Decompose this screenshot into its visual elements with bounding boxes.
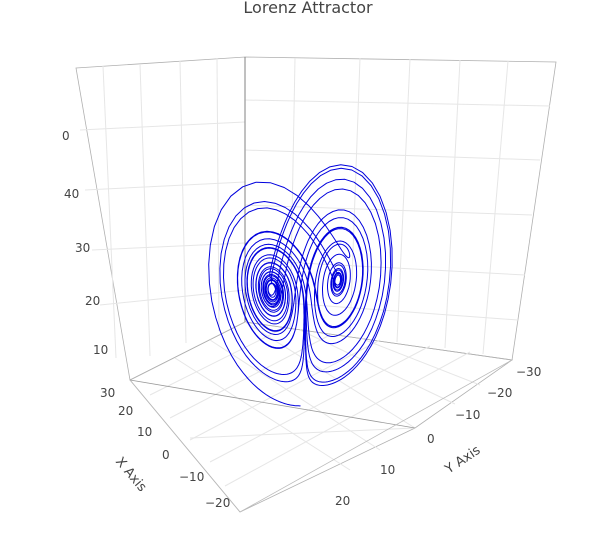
z-tick-label: 30 — [75, 241, 90, 255]
y-tick-label: −10 — [455, 408, 480, 422]
back-wall-left — [75, 56, 246, 381]
z-tick-label: 10 — [93, 343, 108, 357]
x-tick-label: −20 — [205, 496, 230, 510]
chart-title: Lorenz Attractor — [243, 0, 373, 17]
y-tick-label: 0 — [427, 432, 435, 446]
z-tick-label: 20 — [85, 294, 100, 308]
x-axis-title: X Axis — [112, 455, 149, 495]
y-tick-label: −20 — [487, 386, 512, 400]
x-tick-label: 10 — [137, 425, 152, 439]
y-tick-label: 10 — [380, 463, 395, 477]
z-tick-label: 40 — [64, 187, 79, 201]
y-tick-label: 20 — [335, 494, 350, 508]
y-axis-line — [239, 359, 513, 513]
floor-diagonal-line — [129, 379, 416, 429]
x-tick-label: 30 — [100, 386, 115, 400]
y-axis-title: Y Axis — [442, 443, 484, 478]
y-tick-label: −30 — [516, 365, 541, 379]
lorenz-trajectory-line — [208, 164, 393, 407]
x-tick-label: −10 — [179, 470, 204, 484]
x-axis-line — [129, 379, 241, 513]
x-tick-label: 0 — [162, 448, 170, 462]
z-tick-label: 0 — [62, 129, 70, 143]
plot-scene — [75, 56, 557, 513]
x-tick-label: 20 — [118, 404, 133, 418]
